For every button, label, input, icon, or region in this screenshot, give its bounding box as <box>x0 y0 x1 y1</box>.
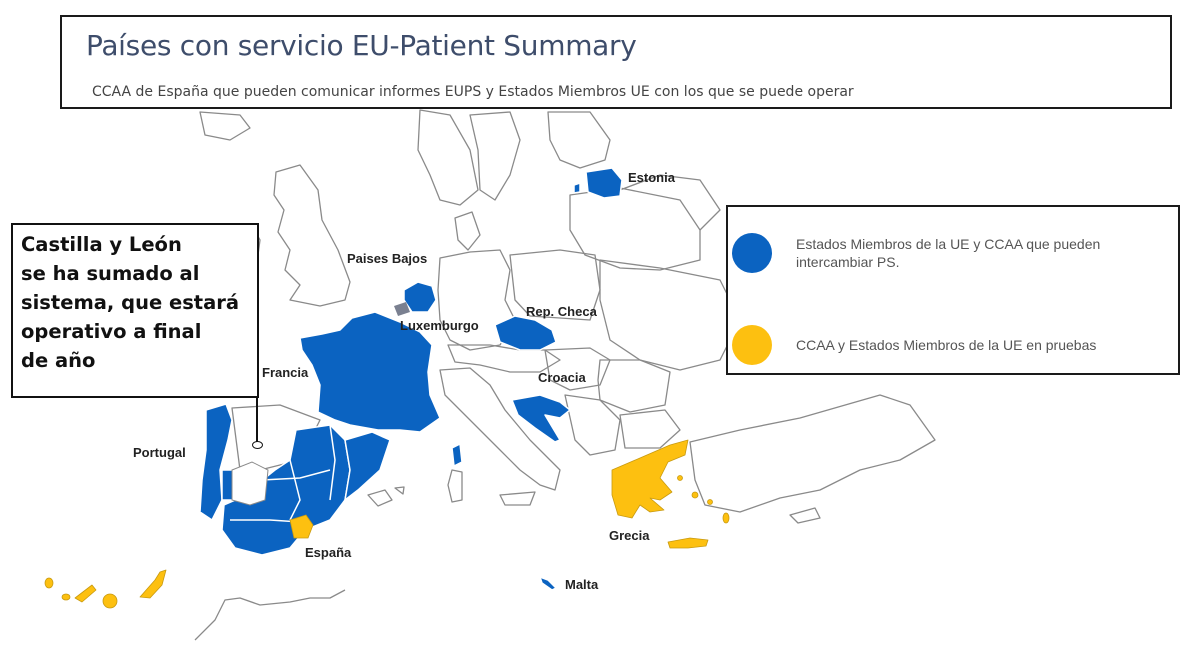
legend-item-active: Estados Miembros de la UE y CCAA que pue… <box>732 233 1176 273</box>
callout-note-text: Castilla y León se ha sumado al sistema,… <box>21 233 240 372</box>
callout-pointer-marker <box>252 441 263 449</box>
page-title: Países con servicio EU-Patient Summary <box>86 29 637 62</box>
blue-circle-icon <box>732 233 772 273</box>
map-label-espana: España <box>305 545 352 560</box>
legend: Estados Miembros de la UE y CCAA que pue… <box>726 205 1180 375</box>
map-label-portugal: Portugal <box>133 445 186 460</box>
map-label-francia: Francia <box>262 365 309 380</box>
legend-item-testing: CCAA y Estados Miembros de la UE en prue… <box>732 325 1176 365</box>
callout-note: Castilla y León se ha sumado al sistema,… <box>11 223 259 398</box>
map-label-grecia: Grecia <box>609 528 650 543</box>
map-label-estonia: Estonia <box>628 170 675 185</box>
map-label-croacia: Croacia <box>538 370 586 385</box>
callout-pointer-line <box>256 396 258 444</box>
header-box: Países con servicio EU-Patient Summary C… <box>60 15 1172 109</box>
map-label-rep-checa: Rep. Checa <box>526 304 597 319</box>
map-label-luxemburgo: Luxemburgo <box>400 318 479 333</box>
map-label-paises-bajos: Paises Bajos <box>347 251 428 266</box>
page-subtitle: CCAA de España que pueden comunicar info… <box>92 84 854 100</box>
map-label-malta: Malta <box>565 577 599 592</box>
yellow-circle-icon <box>732 325 772 365</box>
legend-label-active: Estados Miembros de la UE y CCAA que pue… <box>796 236 1101 270</box>
legend-label-testing: CCAA y Estados Miembros de la UE en prue… <box>796 337 1097 353</box>
